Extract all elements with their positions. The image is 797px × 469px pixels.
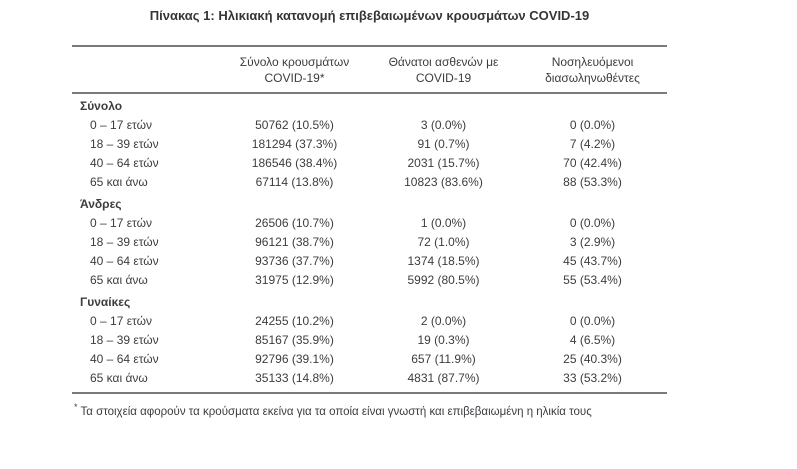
intubated-cell: 4 (6.5%) [569,333,616,347]
covid-age-table: Σύνολο κρουσμάτων COVID-19* Θάνατοι ασθε… [72,45,667,394]
data-row: 18 – 39 ετών 96121 (38.7%) 72 (1.0%) 3 (2.9… [72,233,667,252]
age-group-cell: 0 – 17 ετών [90,216,152,230]
column-header-total-cases: Σύνολο κρουσμάτων COVID-19* [220,54,369,86]
footnote-text: Τα στοιχεία αφορούν τα κρούσματα εκείνα … [80,405,592,418]
deaths-cell: 10823 (83.6%) [404,175,483,189]
intubated-cell: 70 (42.4%) [563,156,622,170]
intubated-cell: 88 (53.3%) [563,175,622,189]
section-label: Σύνολο [80,99,123,113]
data-row: 40 – 64 ετών 93736 (37.7%) 1374 (18.5%) 45 … [72,252,667,271]
total-cases-cell: 50762 (10.5%) [255,118,334,132]
data-row: 65 και άνω 67114 (13.8%) 10823 (83.6%) 88 (… [72,173,667,192]
section-label: Γυναίκες [80,295,131,309]
intubated-cell: 45 (43.7%) [563,254,622,268]
total-cases-cell: 31975 (12.9%) [255,273,334,287]
section-header-row: Γυναίκες [72,290,667,312]
total-cases-cell: 85167 (35.9%) [255,333,334,347]
section-header-row: Άνδρες [72,192,667,214]
deaths-cell: 2031 (15.7%) [407,156,480,170]
total-cases-cell: 92796 (39.1%) [255,352,334,366]
total-cases-cell: 96121 (38.7%) [255,235,334,249]
report-sheet: Πίνακας 1: Ηλικιακή κατανομή επιβεβαιωμέ… [72,8,667,420]
age-group-cell: 18 – 39 ετών [90,333,159,347]
deaths-cell: 91 (0.7%) [417,137,470,151]
data-row: 0 – 17 ετών 26506 (10.7%) 1 (0.0%) 0 (0.0%) [72,214,667,233]
deaths-cell: 5992 (80.5%) [407,273,480,287]
total-cases-cell: 186546 (38.4%) [251,156,338,170]
total-cases-cell: 24255 (10.2%) [255,314,334,328]
footnote-asterisk: * [74,402,78,412]
deaths-cell: 1374 (18.5%) [407,254,480,268]
age-group-cell: 65 και άνω [90,175,148,189]
column-header-intubated-line1: Νοσηλευόμενοι [551,55,634,69]
table-header-row: Σύνολο κρουσμάτων COVID-19* Θάνατοι ασθε… [72,47,667,94]
intubated-cell: 0 (0.0%) [569,314,616,328]
total-cases-cell: 181294 (37.3%) [251,137,338,151]
section-header-row: Σύνολο [72,94,667,116]
total-cases-cell: 26506 (10.7%) [255,216,334,230]
age-group-cell: 0 – 17 ετών [90,314,152,328]
table-footnote: * Τα στοιχεία αφορούν τα κρούσματα εκείνα… [74,400,667,420]
data-row: 40 – 64 ετών 186546 (38.4%) 2031 (15.7%) 70… [72,154,667,173]
column-header-deaths-line2: COVID-19 [415,71,472,85]
data-row: 0 – 17 ετών 24255 (10.2%) 2 (0.0%) 0 (0.0%) [72,312,667,331]
data-row: 40 – 64 ετών 92796 (39.1%) 657 (11.9%) 25 (… [72,350,667,369]
intubated-cell: 55 (53.4%) [563,273,622,287]
column-header-total-cases-line1: Σύνολο κρουσμάτων [239,55,350,69]
age-group-cell: 65 και άνω [90,273,148,287]
column-header-intubated-line2: διασωληνωθέντες [545,71,640,85]
deaths-cell: 657 (11.9%) [411,352,476,366]
section-label: Άνδρες [80,197,122,211]
data-row: 65 και άνω 35133 (14.8%) 4831 (87.7%) 33 (5… [72,369,667,388]
deaths-cell: 2 (0.0%) [420,314,467,328]
column-header-deaths: Θάνατοι ασθενών με COVID-19 [369,54,518,86]
intubated-cell: 33 (53.2%) [563,371,622,385]
intubated-cell: 0 (0.0%) [569,118,616,132]
age-group-cell: 0 – 17 ετών [90,118,152,132]
column-header-age-blank [72,54,220,86]
table-body: Σύνολο 0 – 17 ετών 50762 (10.5%) 3 (0.0%) 0 … [72,94,667,392]
deaths-cell: 1 (0.0%) [420,216,467,230]
intubated-cell: 0 (0.0%) [569,216,616,230]
intubated-cell: 3 (2.9%) [569,235,616,249]
deaths-cell: 72 (1.0%) [417,235,470,249]
data-row: 18 – 39 ετών 181294 (37.3%) 91 (0.7%) 7 (4.… [72,135,667,154]
age-group-cell: 40 – 64 ετών [90,254,159,268]
intubated-cell: 25 (40.3%) [563,352,622,366]
age-group-cell: 40 – 64 ετών [90,352,159,366]
total-cases-cell: 35133 (14.8%) [255,371,334,385]
total-cases-cell: 93736 (37.7%) [255,254,334,268]
data-row: 0 – 17 ετών 50762 (10.5%) 3 (0.0%) 0 (0.0%) [72,116,667,135]
age-group-cell: 65 και άνω [90,371,148,385]
deaths-cell: 3 (0.0%) [420,118,467,132]
age-group-cell: 40 – 64 ετών [90,156,159,170]
deaths-cell: 4831 (87.7%) [407,371,480,385]
age-group-cell: 18 – 39 ετών [90,235,159,249]
intubated-cell: 7 (4.2%) [569,137,616,151]
deaths-cell: 19 (0.3%) [417,333,470,347]
table-title: Πίνακας 1: Ηλικιακή κατανομή επιβεβαιωμέ… [149,8,590,23]
column-header-total-cases-line2: COVID-19* [264,71,325,85]
data-row: 65 και άνω 31975 (12.9%) 5992 (80.5%) 55 (5… [72,271,667,290]
data-row: 18 – 39 ετών 85167 (35.9%) 19 (0.3%) 4 (6.5… [72,331,667,350]
column-header-intubated: Νοσηλευόμενοι διασωληνωθέντες [518,54,667,86]
column-header-deaths-line1: Θάνατοι ασθενών με [388,55,499,69]
age-group-cell: 18 – 39 ετών [90,137,159,151]
total-cases-cell: 67114 (13.8%) [255,175,334,189]
